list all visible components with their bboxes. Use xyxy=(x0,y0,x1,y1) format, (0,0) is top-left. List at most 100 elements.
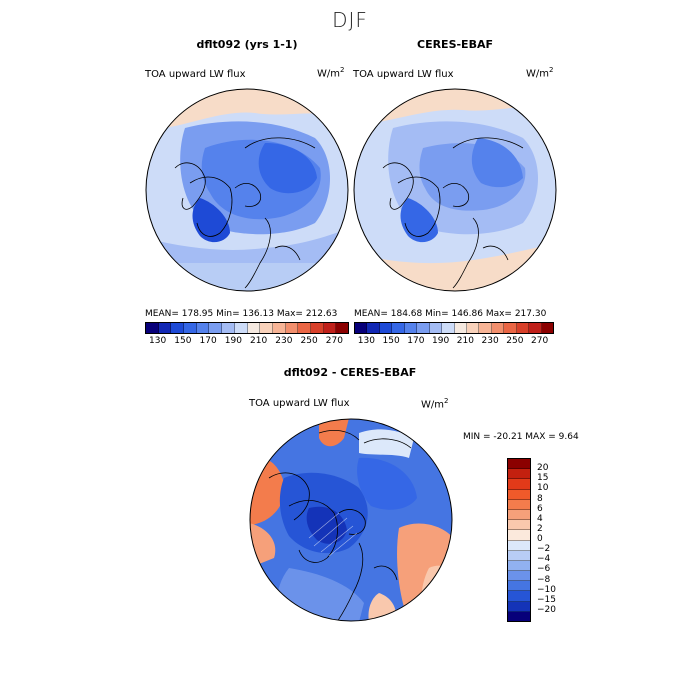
panel-3-colorbar-tick-label: −10 xyxy=(537,584,556,595)
panel-1-colorbar-swatch xyxy=(171,323,185,333)
panel-1-field-south-edge xyxy=(146,263,348,291)
panel-3-colorbar-swatch xyxy=(508,530,530,541)
panel-2-colorbar-swatch xyxy=(504,323,517,333)
panel-1-colorbar-ticks: 130 150 170 190 210 230 250 270 xyxy=(145,336,347,348)
panel-3-colorbar-swatch xyxy=(508,571,530,582)
panel-3-colorbar-swatch xyxy=(508,509,530,521)
panel-1-colorbar-swatch xyxy=(272,323,286,333)
panel-3-variable-label: TOA upward LW flux xyxy=(249,398,350,409)
panel-2-colorbar-swatch xyxy=(529,323,542,333)
panel-1-colorbar-tick-label: 190 xyxy=(224,336,242,346)
panel-3-colorbar-swatch xyxy=(508,469,530,480)
panel-1-colorbar-swatch xyxy=(209,323,223,333)
panel-1-title: dflt092 (yrs 1-1) xyxy=(196,38,298,51)
panel-3-colorbar-tick-label: 20 xyxy=(537,463,549,474)
panel-1-colorbar xyxy=(145,322,349,334)
panel-2-colorbar-ticks: 130 150 170 190 210 230 250 270 xyxy=(354,336,552,348)
panel-1-coastlines xyxy=(174,137,316,289)
panel-3-polar-map xyxy=(249,418,453,622)
panel-1-variable-label: TOA upward LW flux xyxy=(145,69,246,80)
panel-1-colorbar-swatch xyxy=(222,323,235,333)
panel-1-colorbar-swatch xyxy=(298,323,311,333)
panel-3-colorbar-tick-label: 15 xyxy=(537,473,549,484)
panel-1-colorbar-swatch xyxy=(336,323,348,333)
panel-3-colorbar-tick-label: 8 xyxy=(537,493,543,504)
panel-1-field-greenland xyxy=(192,198,230,243)
panel-3-colorbar-tick-label: 4 xyxy=(537,513,543,524)
panel-2-units: W/m2 xyxy=(526,66,554,80)
panel-2-colorbar-swatch xyxy=(516,323,530,333)
panel-2-colorbar-swatch xyxy=(429,323,443,333)
panel-1-colorbar-tick-label: 250 xyxy=(300,336,318,346)
panel-1-colorbar-tick-label: 270 xyxy=(325,336,343,346)
panel-1-colorbar-tick-label: 230 xyxy=(275,336,293,346)
panel-2-colorbar-tick-label: 130 xyxy=(357,336,375,346)
panel-3-units: W/m2 xyxy=(421,397,449,411)
panel-2-colorbar-swatch xyxy=(404,323,418,333)
panel-1-field-siberia xyxy=(258,143,317,194)
panel-3-colorbar-swatch xyxy=(508,499,530,510)
panel-2-colorbar-swatch xyxy=(479,323,492,333)
panel-3-colorbar-swatch xyxy=(508,479,530,490)
panel-1-colorbar-swatch xyxy=(146,323,159,333)
panel-2-colorbar-swatch xyxy=(379,323,393,333)
panel-3-colorbar-swatch xyxy=(508,459,530,470)
panel-2-colorbar-swatch xyxy=(392,323,405,333)
panel-1-colorbar-swatch xyxy=(310,323,324,333)
panel-3-colorbar-swatch xyxy=(508,611,530,621)
panel-1-polar-map xyxy=(145,88,349,292)
panel-1-colorbar-tick-label: 170 xyxy=(199,336,217,346)
panel-3-field-siberia xyxy=(357,457,417,510)
panel-3-colorbar-tick-label: 2 xyxy=(537,523,543,534)
panel-3-colorbar-swatch xyxy=(508,520,530,531)
panel-2-polar-map xyxy=(353,88,557,292)
panel-2-colorbar-tick-label: 190 xyxy=(432,336,450,346)
panel-3-stats: MIN = -20.21 MAX = 9.64 xyxy=(463,432,579,442)
panel-2-colorbar-swatch xyxy=(417,323,430,333)
panel-1-colorbar-tick-label: 150 xyxy=(174,336,192,346)
panel-3-colorbar-tick-label: 10 xyxy=(537,483,549,494)
panel-1-colorbar-swatch xyxy=(323,323,337,333)
panel-3-colorbar-swatch xyxy=(508,540,530,551)
panel-3-coastlines xyxy=(268,429,412,621)
panel-3-colorbar-tick-label: 6 xyxy=(537,503,543,514)
panel-1-colorbar-swatch xyxy=(196,323,210,333)
panel-3-colorbar-swatch xyxy=(508,601,530,612)
panel-2-colorbar-tick-label: 230 xyxy=(481,336,499,346)
figure-title: DJF xyxy=(332,8,368,32)
panel-1-colorbar-tick-label: 210 xyxy=(250,336,268,346)
panel-3-colorbar-tick-label: −6 xyxy=(537,564,551,575)
panel-3-colorbar-swatch xyxy=(508,489,530,500)
panel-2-field-greenland xyxy=(400,198,438,243)
panel-2-colorbar-tick-label: 270 xyxy=(531,336,549,346)
panel-3-field-warm-top xyxy=(319,419,349,447)
panel-3-field-warm-east xyxy=(397,523,452,621)
panel-2-colorbar-swatch xyxy=(454,323,467,333)
panel-1-colorbar-swatch xyxy=(234,323,248,333)
panel-2-colorbar-tick-label: 150 xyxy=(382,336,400,346)
panel-1-colorbar-swatch xyxy=(158,323,172,333)
panel-1-colorbar-tick-label: 130 xyxy=(149,336,167,346)
panel-2-colorbar-tick-label: 170 xyxy=(407,336,425,346)
panel-2-colorbar xyxy=(354,322,554,334)
panel-3-colorbar-tick-label: −2 xyxy=(537,544,551,555)
panel-2-field-siberia xyxy=(471,138,523,188)
panel-3-title: dflt092 - CERES-EBAF xyxy=(283,366,417,379)
panel-1-units: W/m2 xyxy=(317,66,345,80)
panel-1-colorbar-swatch xyxy=(260,323,273,333)
panel-3-colorbar-swatch xyxy=(508,591,530,602)
panel-2-title: CERES-EBAF xyxy=(417,38,493,51)
panel-2-stats: MEAN= 184.68 Min= 146.86 Max= 217.30 xyxy=(354,309,547,319)
panel-1-colorbar-swatch xyxy=(247,323,261,333)
panel-3-field-near-zero-north xyxy=(359,429,414,458)
panel-2-colorbar-tick-label: 210 xyxy=(456,336,474,346)
panel-3-colorbar-ticks: 20 15 10 8 6 4 2 0 −2 −4 −6 −8 −10 −15 −20 xyxy=(537,458,577,620)
panel-2-colorbar-swatch xyxy=(541,323,553,333)
panel-3-colorbar-swatch xyxy=(508,560,530,572)
panel-2-variable-label: TOA upward LW flux xyxy=(353,69,454,80)
panel-3-colorbar-tick-label: −4 xyxy=(537,554,551,565)
panel-2-colorbar-swatch xyxy=(442,323,455,333)
panel-1-colorbar-swatch xyxy=(184,323,197,333)
panel-3-colorbar-tick-label: −15 xyxy=(537,594,556,605)
panel-3-colorbar-tick-label: 0 xyxy=(537,534,543,544)
